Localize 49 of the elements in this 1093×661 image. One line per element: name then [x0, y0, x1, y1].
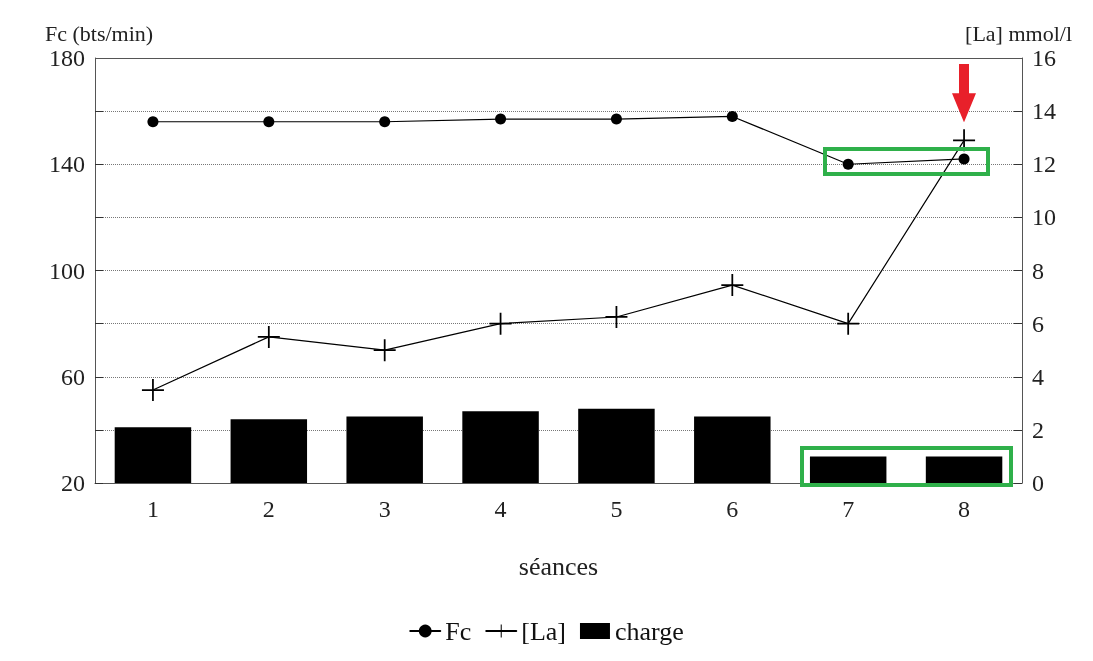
y2-tick-label: 4: [1032, 363, 1044, 390]
y2-tick-label: 6: [1032, 310, 1044, 337]
point: [495, 113, 507, 125]
bar: [694, 416, 771, 483]
x-axis-title: séances: [518, 551, 599, 581]
point: [842, 158, 854, 170]
y2-tick-label: 12: [1032, 151, 1056, 178]
bar: [462, 411, 539, 483]
x-tick-label: 1: [146, 496, 159, 522]
bar: [809, 456, 887, 483]
x-tick-label: 5: [610, 496, 623, 522]
bar: [346, 416, 423, 483]
bar: [578, 408, 655, 483]
y2-tick-label: 8: [1032, 257, 1044, 284]
y2-tick-label: 2: [1032, 416, 1044, 443]
point: [610, 113, 622, 125]
bar: [925, 456, 1003, 483]
y2-tick-label: 0: [1032, 470, 1044, 496]
point: [958, 153, 970, 165]
x-tick-label: 8: [958, 496, 971, 522]
point: [373, 339, 396, 362]
x-tick-label: 7: [842, 496, 855, 522]
bar: [114, 427, 192, 483]
legend-label: [La]: [521, 616, 566, 646]
bar: [230, 419, 308, 483]
y-tick-label: 20: [61, 470, 85, 496]
point: [721, 274, 744, 297]
x-tick-label: 2: [262, 496, 275, 522]
y2-axis-title: [La] mmol/l: [965, 20, 1072, 46]
y-tick-label: 100: [49, 257, 85, 284]
y2-tick-label: 14: [1032, 98, 1056, 125]
point: [141, 379, 164, 402]
point: [147, 116, 159, 128]
point: [837, 312, 860, 335]
x-tick-label: 3: [378, 496, 391, 522]
y-axis-title: Fc (bts/min): [45, 20, 154, 46]
y2-tick-label: 10: [1032, 204, 1056, 231]
x-tick-label: 6: [726, 496, 739, 522]
legend-label: charge: [614, 616, 684, 646]
legend-label: Fc: [445, 616, 472, 646]
y-tick-label: 180: [49, 45, 85, 71]
y2-tick-label: 16: [1032, 45, 1056, 71]
point: [726, 110, 738, 122]
point: [257, 325, 280, 348]
y-tick-label: 60: [61, 363, 85, 390]
y-tick-label: 140: [49, 151, 85, 178]
point: [379, 116, 391, 128]
point: [263, 116, 275, 128]
x-tick-label: 4: [494, 496, 507, 522]
